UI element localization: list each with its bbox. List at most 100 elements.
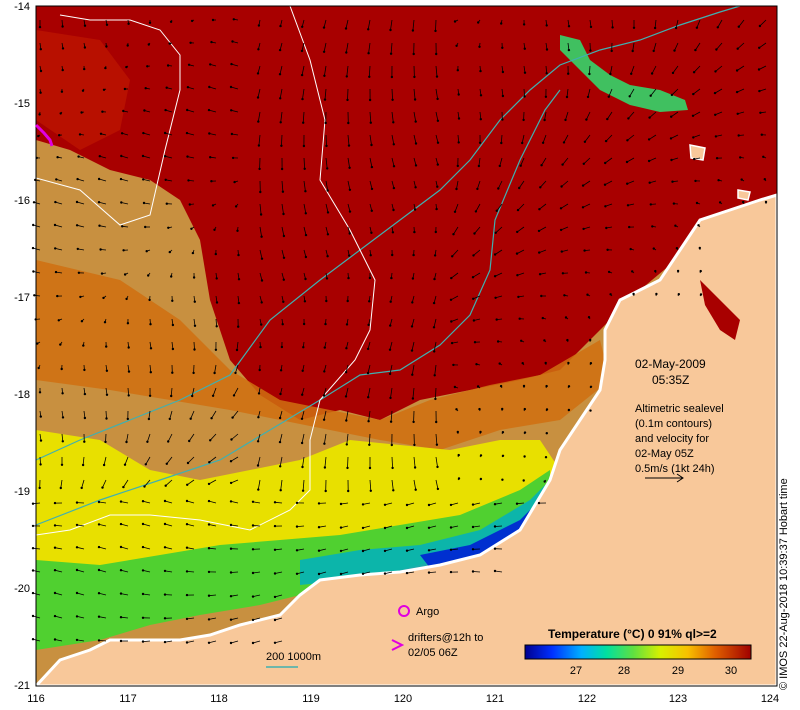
velocity-arrow-head xyxy=(141,500,145,503)
velocity-arrow-head xyxy=(366,347,370,351)
velocity-arrow-head xyxy=(171,347,175,351)
velocity-arrow-head xyxy=(166,64,170,67)
velocity-arrow-head xyxy=(100,272,104,275)
land-inlet xyxy=(700,280,740,340)
velocity-arrow xyxy=(435,88,438,99)
velocity-arrow-head xyxy=(521,141,524,145)
velocity-arrow-head xyxy=(540,294,543,298)
velocity-arrow-head xyxy=(715,48,718,51)
velocity-arrow-head xyxy=(127,370,131,373)
velocity-arrow-head xyxy=(323,74,326,78)
velocity-arrow xyxy=(406,502,415,506)
velocity-arrow-head xyxy=(763,178,766,181)
velocity-arrow-head xyxy=(523,71,527,74)
velocity-arrow xyxy=(411,318,415,327)
velocity-arrow xyxy=(412,19,415,31)
velocity-arrow-head xyxy=(543,480,546,483)
velocity-arrow-head xyxy=(143,485,146,488)
velocity-arrow-head xyxy=(652,247,655,250)
velocity-arrow xyxy=(127,387,130,396)
velocity-arrow-head xyxy=(54,247,57,250)
velocity-arrow-head xyxy=(501,46,504,49)
velocity-arrow-head xyxy=(453,20,457,23)
velocity-arrow-head xyxy=(187,63,191,66)
velocity-arrow-head xyxy=(102,463,106,467)
velocity-arrow-head xyxy=(699,269,702,273)
lon-tick-label: 123 xyxy=(669,693,687,705)
velocity-arrow xyxy=(384,525,393,529)
velocity-arrow-head xyxy=(347,144,351,147)
velocity-arrow-head xyxy=(61,47,65,50)
velocity-arrow-head xyxy=(192,371,195,375)
velocity-arrow-head xyxy=(433,374,436,377)
velocity-arrow xyxy=(280,111,283,123)
velocity-arrow-head xyxy=(38,486,41,490)
velocity-arrow-head xyxy=(493,547,497,550)
velocity-arrow-head xyxy=(170,394,173,398)
velocity-arrow-head xyxy=(186,483,189,486)
velocity-arrow xyxy=(474,226,481,234)
velocity-arrow-head xyxy=(345,75,348,78)
velocity-arrow-head xyxy=(717,179,720,182)
velocity-arrow-head xyxy=(471,503,475,506)
velocity-arrow-head xyxy=(764,200,768,204)
velocity-arrow-head xyxy=(215,277,218,280)
velocity-arrow xyxy=(324,88,327,100)
velocity-arrow-head xyxy=(141,569,145,572)
velocity-arrow-head xyxy=(278,48,282,52)
velocity-arrow-head xyxy=(83,67,86,71)
velocity-arrow xyxy=(390,387,393,398)
velocity-arrow-head xyxy=(559,228,563,232)
velocity-arrow xyxy=(303,226,307,236)
velocity-arrow-head xyxy=(494,296,497,299)
velocity-arrow xyxy=(653,42,657,52)
velocity-arrow-head xyxy=(652,49,655,53)
velocity-arrow xyxy=(259,272,263,281)
velocity-arrow xyxy=(368,433,371,445)
velocity-arrow xyxy=(186,132,195,136)
velocity-arrow xyxy=(39,456,41,465)
velocity-arrow-head xyxy=(231,416,234,419)
velocity-arrow-head xyxy=(414,186,417,189)
velocity-arrow-head xyxy=(604,139,608,143)
velocity-arrow xyxy=(565,111,569,121)
altimetry-line: and velocity for xyxy=(635,433,709,445)
velocity-arrow-head xyxy=(698,246,701,250)
velocity-arrow-head xyxy=(495,318,498,321)
velocity-arrow-head xyxy=(582,162,585,165)
velocity-arrow-head xyxy=(471,548,475,551)
velocity-arrow xyxy=(257,456,261,466)
velocity-arrow-head xyxy=(589,362,593,365)
velocity-arrow-head xyxy=(146,440,149,443)
velocity-arrow-head xyxy=(39,439,43,442)
velocity-arrow-head xyxy=(163,155,167,158)
velocity-arrow-head xyxy=(522,479,525,482)
velocity-arrow-head xyxy=(148,21,152,24)
velocity-arrow-head xyxy=(295,549,299,552)
velocity-arrows xyxy=(31,18,768,645)
velocity-arrow-head xyxy=(501,478,504,481)
velocity-arrow-head xyxy=(229,460,233,463)
velocity-arrow xyxy=(302,111,305,123)
velocity-arrow-head xyxy=(191,394,194,398)
velocity-arrow-head xyxy=(301,369,304,372)
velocity-arrow-head xyxy=(39,415,42,418)
velocity-arrow-head xyxy=(232,394,236,397)
velocity-arrow-head xyxy=(523,407,526,411)
velocity-arrow-head xyxy=(260,323,263,326)
velocity-arrow-head xyxy=(674,224,677,227)
velocity-arrow-head xyxy=(545,408,549,411)
velocity-arrow-head xyxy=(168,417,171,421)
altimetry-line: 02-May 05Z xyxy=(635,448,694,460)
velocity-arrow-head xyxy=(588,72,591,76)
velocity-arrow-head xyxy=(582,227,585,231)
velocity-arrow xyxy=(235,364,239,374)
velocity-arrow xyxy=(651,65,657,74)
velocity-arrow xyxy=(736,65,745,71)
velocity-arrow xyxy=(324,65,327,76)
velocity-arrow-head xyxy=(648,116,651,119)
land-mainland xyxy=(36,193,777,686)
velocity-arrow-head xyxy=(435,52,438,56)
velocity-arrow-head xyxy=(119,545,123,549)
velocity-arrow-head xyxy=(339,502,343,506)
